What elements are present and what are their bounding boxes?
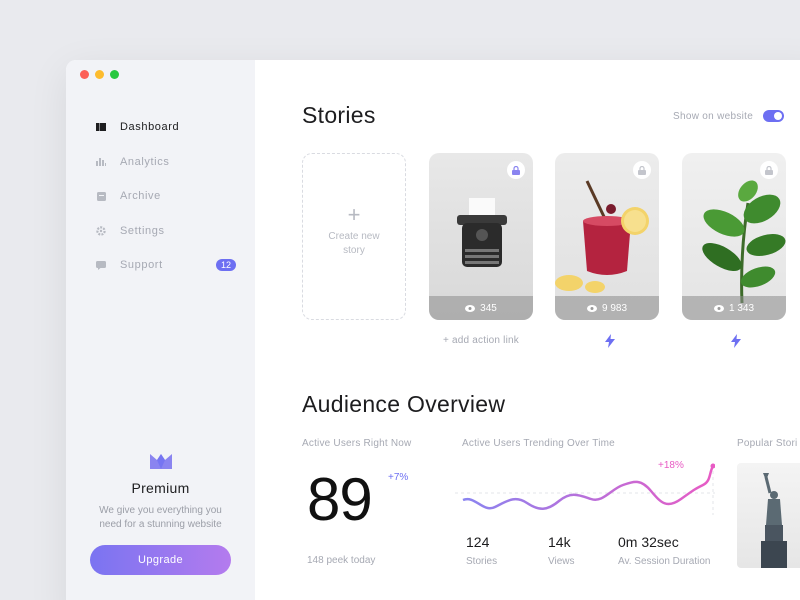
lock-icon[interactable] [760, 161, 778, 179]
popular-story-image[interactable] [737, 463, 800, 568]
sidebar-item-label: Support [120, 259, 163, 272]
session-stat-value: 0m 32sec [618, 534, 679, 550]
session-stat-label: Av. Session Duration [618, 556, 711, 567]
trending-sparkline [455, 463, 715, 515]
lock-icon[interactable] [507, 161, 525, 179]
support-count-badge: 12 [215, 259, 236, 271]
lightning-icon[interactable] [731, 334, 741, 348]
main-content: Stories Show on website + Create new sto… [255, 60, 800, 600]
lightning-icon[interactable] [605, 334, 615, 348]
story-card[interactable]: 9 983 [555, 153, 659, 320]
add-action-link[interactable]: + add action link [443, 335, 519, 346]
story-views: 1 343 [682, 296, 786, 320]
sidebar-item-dashboard[interactable]: Dashboard [96, 110, 236, 145]
views-stat-label: Views [548, 556, 575, 567]
sidebar-nav: Dashboard Analytics Archive Settings [96, 110, 236, 283]
upgrade-button[interactable]: Upgrade [90, 545, 231, 575]
sidebar-item-archive[interactable]: Archive [96, 179, 236, 214]
settings-icon [96, 226, 106, 236]
story-card[interactable]: 345 [429, 153, 533, 320]
crown-icon [149, 454, 172, 469]
sidebar-item-label: Settings [120, 224, 165, 237]
story-views-count: 1 343 [728, 302, 755, 314]
statue-image [761, 473, 787, 568]
sidebar-item-support[interactable]: Support 12 [96, 248, 236, 283]
eye-icon [713, 304, 724, 312]
active-users-label: Active Users Right Now [302, 438, 412, 449]
sidebar: Dashboard Analytics Archive Settings [66, 60, 255, 600]
archive-icon [96, 191, 106, 201]
peek-today: 148 peek today [307, 555, 376, 566]
sidebar-item-label: Analytics [120, 155, 170, 168]
create-story-button[interactable]: + Create new story [302, 153, 406, 320]
dashboard-icon [96, 122, 106, 132]
stories-stat-value: 124 [466, 534, 490, 550]
premium-title: Premium [131, 480, 190, 496]
trending-change: +18% [658, 460, 684, 471]
story-card[interactable]: 1 343 [682, 153, 786, 320]
stories-title: Stories [302, 102, 376, 128]
app-window: Dashboard Analytics Archive Settings [66, 60, 800, 600]
plus-icon: + [347, 202, 361, 227]
story-views-count: 345 [480, 302, 497, 314]
show-on-website-label: Show on website [673, 111, 754, 122]
stories-stat-label: Stories [466, 556, 498, 567]
show-on-website-toggle[interactable] [763, 110, 784, 122]
views-stat-value: 14k [548, 534, 571, 550]
premium-description: We give you everything you need for a st… [99, 505, 222, 530]
typewriter-image [457, 198, 507, 267]
eye-icon [465, 304, 476, 312]
story-views: 345 [429, 296, 533, 320]
sidebar-item-settings[interactable]: Settings [96, 214, 236, 249]
create-story-label: Create new story [328, 231, 380, 256]
eye-icon [586, 304, 597, 312]
lock-icon[interactable] [633, 161, 651, 179]
support-icon [96, 260, 106, 270]
active-users-change: +7% [388, 472, 409, 483]
cocktail-image [555, 180, 649, 293]
trending-label: Active Users Trending Over Time [462, 438, 615, 449]
premium-panel: Premium We give you everything you need … [66, 452, 255, 575]
story-views-count: 9 983 [601, 302, 628, 314]
audience-overview-title: Audience Overview [302, 391, 506, 417]
popular-stories-label: Popular Stori [737, 438, 798, 449]
analytics-icon [96, 157, 106, 167]
maximize-window-button[interactable] [110, 70, 119, 79]
story-views: 9 983 [555, 296, 659, 320]
plant-image [702, 180, 786, 304]
window-controls [80, 70, 119, 79]
sidebar-item-label: Archive [120, 190, 161, 203]
minimize-window-button[interactable] [95, 70, 104, 79]
sidebar-item-analytics[interactable]: Analytics [96, 145, 236, 180]
active-users-value: 89 [307, 466, 373, 533]
close-window-button[interactable] [80, 70, 89, 79]
sidebar-item-label: Dashboard [120, 121, 180, 134]
